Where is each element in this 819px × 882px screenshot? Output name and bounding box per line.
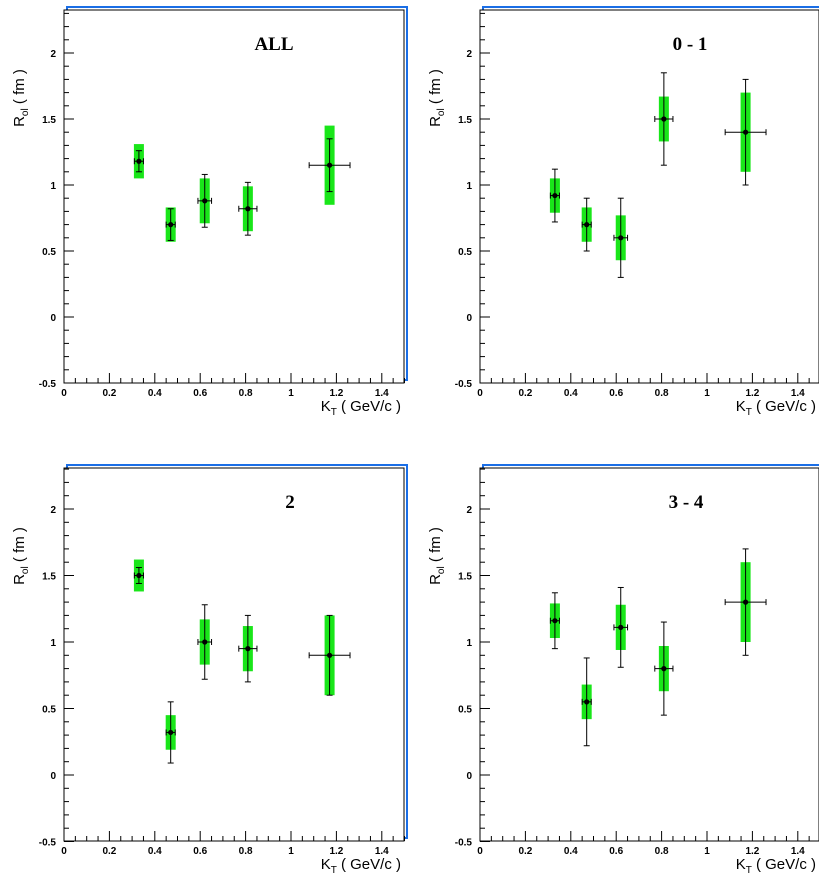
- x-tick-label: 0: [477, 846, 483, 857]
- data-point: [202, 198, 208, 204]
- x-tick-label: 1: [288, 846, 294, 857]
- plot-frame: [63, 467, 405, 842]
- x-tick-label: 0.6: [193, 388, 207, 399]
- panel-title: 3 - 4: [669, 492, 704, 513]
- data-point: [584, 699, 590, 705]
- data-point: [168, 729, 174, 736]
- y-tick-label: 1.5: [42, 572, 56, 583]
- x-tick-label: 0.8: [239, 846, 253, 857]
- data-point: [618, 235, 624, 241]
- x-tick-label: 1.4: [791, 388, 805, 399]
- y-tick-label: -0.5: [455, 379, 473, 390]
- y-tick-label: 2: [50, 505, 56, 516]
- x-tick-label: 0.6: [609, 388, 623, 399]
- x-tick-label: 1.4: [791, 846, 805, 857]
- y-tick-label: 1.5: [458, 572, 472, 583]
- data-point: [136, 572, 142, 579]
- x-tick-label: 0.4: [564, 388, 578, 399]
- x-axis-title: KT ( GeV/c ): [736, 856, 816, 876]
- y-tick-label: 2: [466, 49, 472, 60]
- plot-frame: [479, 9, 819, 384]
- x-tick-label: 1: [288, 388, 294, 399]
- data-point: [136, 158, 142, 164]
- x-tick-label: 0.2: [518, 846, 532, 857]
- chart-panel-2: 0 0.2 0.4 0.6 0.8 1 1.2 1.4 -0.5 0 0.5 1 1.5 2 KT ( Ge…: [427, 6, 819, 418]
- x-tick-label: 0.4: [148, 388, 162, 399]
- x-tick-label: 0.2: [518, 388, 532, 399]
- y-tick-label: 0: [466, 771, 472, 782]
- chart-panel-3: 0 0.2 0.4 0.6 0.8 1 1.2 1.4 -0.5 0 0.5 1 1.5 2 KT ( Ge…: [11, 464, 408, 876]
- x-tick-label: 0.2: [102, 388, 116, 399]
- plot-frame: [63, 9, 405, 384]
- y-axis-title: Rol ( fm ): [427, 69, 447, 127]
- x-tick-label: 0: [61, 846, 67, 857]
- x-tick-label: 0.4: [564, 846, 578, 857]
- y-tick-label: 1: [466, 638, 472, 649]
- y-tick-label: -0.5: [455, 838, 473, 849]
- x-tick-label: 1: [704, 846, 710, 857]
- y-tick-label: 0: [466, 313, 472, 324]
- y-tick-label: 1: [50, 181, 56, 192]
- data-point: [742, 129, 749, 135]
- x-tick-label: 1.4: [375, 388, 389, 399]
- data-point: [584, 222, 590, 228]
- data-point: [552, 618, 558, 624]
- y-tick-label: 0.5: [42, 247, 56, 258]
- y-axis-title: Rol ( fm ): [427, 527, 447, 585]
- data-point: [618, 624, 624, 630]
- y-tick-label: 1: [466, 181, 472, 192]
- x-tick-label: 1.4: [375, 846, 389, 857]
- x-tick-label: 1.2: [329, 388, 343, 399]
- y-tick-label: 1.5: [458, 115, 472, 126]
- data-point: [326, 652, 333, 658]
- x-tick-label: 1.2: [329, 846, 343, 857]
- x-tick-label: 0.8: [239, 388, 253, 399]
- y-tick-label: -0.5: [39, 838, 57, 849]
- y-tick-label: 1: [50, 638, 56, 649]
- data-point: [245, 646, 251, 652]
- x-tick-label: 0.2: [102, 846, 116, 857]
- y-tick-label: 0.5: [458, 247, 472, 258]
- data-point: [168, 222, 174, 228]
- x-tick-label: 0.8: [655, 388, 669, 399]
- x-tick-label: 0: [477, 388, 483, 399]
- data-point: [552, 192, 558, 199]
- x-tick-label: 0: [61, 388, 67, 399]
- data-point: [742, 599, 749, 605]
- x-tick-label: 1.2: [745, 388, 759, 399]
- x-tick-label: 0.4: [148, 846, 162, 857]
- y-tick-label: 2: [466, 505, 472, 516]
- y-tick-label: 2: [50, 49, 56, 60]
- y-axis-title: Rol ( fm ): [11, 69, 31, 127]
- data-point: [245, 206, 251, 212]
- y-axis-title: Rol ( fm ): [11, 527, 31, 585]
- chart-panel-1: 0 0.2 0.4 0.6 0.8 1 1.2 1.4 -0.5 0 0.5 1 1.5 2 KT ( Ge…: [11, 6, 408, 418]
- y-tick-label: 0.5: [458, 705, 472, 716]
- data-point: [661, 666, 667, 672]
- panel-title: 0 - 1: [673, 34, 708, 55]
- x-tick-label: 1: [704, 388, 710, 399]
- y-tick-label: 1.5: [42, 115, 56, 126]
- y-tick-label: -0.5: [39, 379, 57, 390]
- x-tick-label: 1.2: [745, 846, 759, 857]
- data-point: [202, 639, 208, 645]
- y-tick-label: 0: [50, 313, 56, 324]
- x-axis-title: KT ( GeV/c ): [321, 398, 401, 418]
- plot-frame: [479, 467, 819, 842]
- panel-title: ALL: [254, 34, 293, 55]
- x-tick-label: 0.6: [609, 846, 623, 857]
- y-tick-label: 0: [50, 771, 56, 782]
- x-tick-label: 0.6: [193, 846, 207, 857]
- data-point: [661, 116, 667, 122]
- panel-title: 2: [285, 492, 295, 513]
- chart-panel-4: 0 0.2 0.4 0.6 0.8 1 1.2 1.4 -0.5 0 0.5 1 1.5 2 KT ( Ge…: [427, 464, 819, 876]
- x-axis-title: KT ( GeV/c ): [736, 398, 816, 418]
- y-tick-label: 0.5: [42, 705, 56, 716]
- x-tick-label: 0.8: [655, 846, 669, 857]
- x-axis-title: KT ( GeV/c ): [321, 856, 401, 876]
- data-point: [326, 162, 333, 168]
